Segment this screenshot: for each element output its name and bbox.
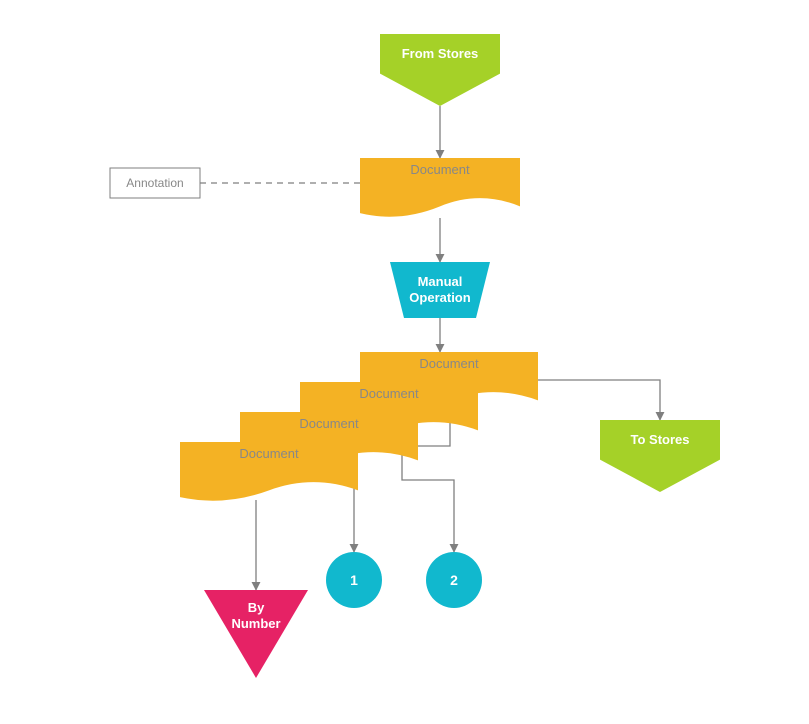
label-conn2: 2 [450, 572, 458, 588]
node-to_stores: To Stores [600, 420, 720, 492]
node-by_number: ByNumber [204, 590, 308, 678]
label-to_stores: To Stores [631, 432, 690, 447]
node-doc_stack_4: Document [180, 442, 358, 501]
node-conn1: 1 [326, 552, 382, 608]
node-from_stores: From Stores [380, 34, 500, 106]
label-doc_stack_3: Document [299, 416, 359, 431]
label-from_stores: From Stores [402, 46, 479, 61]
label1-by_number: By [248, 600, 265, 615]
label-document1: Document [410, 162, 470, 177]
label-doc_stack_2: Document [359, 386, 419, 401]
node-manual_op: ManualOperation [390, 262, 490, 318]
node-annotation: Annotation [110, 168, 200, 198]
nodes-layer: From Stores Annotation Document ManualOpera… [110, 34, 720, 678]
label2-manual_op: Operation [409, 290, 470, 305]
node-conn2: 2 [426, 552, 482, 608]
node-document1: Document [360, 158, 520, 217]
label1-manual_op: Manual [418, 274, 463, 289]
label2-by_number: Number [231, 616, 280, 631]
label-conn1: 1 [350, 572, 358, 588]
edge-e5 [538, 380, 660, 420]
label-doc_stack_4: Document [239, 446, 299, 461]
label-doc_stack_top: Document [419, 356, 479, 371]
label-annotation: Annotation [126, 176, 183, 190]
